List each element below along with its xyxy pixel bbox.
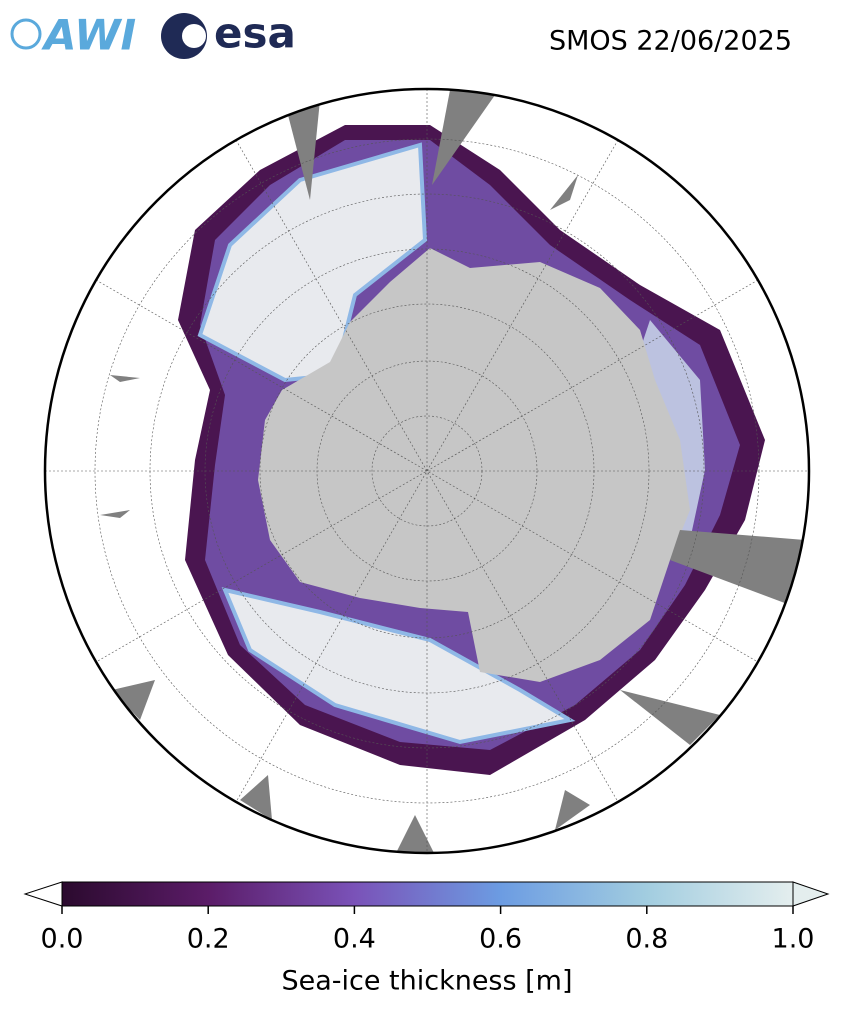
colorbar-label: Sea-ice thickness [m] xyxy=(281,966,572,997)
land-mass xyxy=(110,375,140,382)
colorbar-tick-label: 0.0 xyxy=(41,924,84,955)
land-mass xyxy=(240,775,272,820)
esa-logo: esa xyxy=(161,9,296,59)
colorbar-extend-high xyxy=(792,881,830,907)
awi-emblem xyxy=(10,18,42,50)
awi-text: AWI xyxy=(41,11,136,60)
land-mass xyxy=(112,680,155,720)
colorbar-gradient xyxy=(61,881,794,907)
other-land xyxy=(100,90,805,853)
land-mass xyxy=(670,530,805,605)
land-mass xyxy=(620,690,720,745)
map-frame xyxy=(43,87,811,855)
esa-text: esa xyxy=(214,9,296,58)
thick-ice-ross xyxy=(221,587,576,745)
meridian xyxy=(95,279,759,663)
colorbar-tick-label: 0.6 xyxy=(479,924,522,955)
land-mass xyxy=(555,790,590,830)
antarctica xyxy=(258,248,690,682)
colorbar-tick-label: 0.8 xyxy=(625,924,668,955)
map xyxy=(45,89,809,853)
land-mass xyxy=(100,510,130,518)
land-mass xyxy=(288,100,320,200)
graticule xyxy=(45,89,809,853)
colorbar-tick-label: 0.2 xyxy=(187,924,230,955)
colorbar-tick-label: 0.4 xyxy=(333,924,376,955)
map-title: SMOS 22/06/2025 xyxy=(549,26,792,57)
awi-logo: AWI xyxy=(10,11,136,60)
land-mass xyxy=(550,175,578,210)
meridian xyxy=(235,139,619,803)
colorbar-extend-low xyxy=(23,881,63,907)
colorbar: Sea-ice thickness [m] 0.0 0.2 0.4 0.6 0.8 1.0 xyxy=(23,881,830,997)
colorbar-tick-label: 1.0 xyxy=(772,924,815,955)
esa-emblem-inner xyxy=(182,24,206,48)
land-mass xyxy=(395,815,435,853)
meridian xyxy=(95,279,759,663)
meridian xyxy=(235,139,619,803)
land-mass xyxy=(432,90,495,185)
